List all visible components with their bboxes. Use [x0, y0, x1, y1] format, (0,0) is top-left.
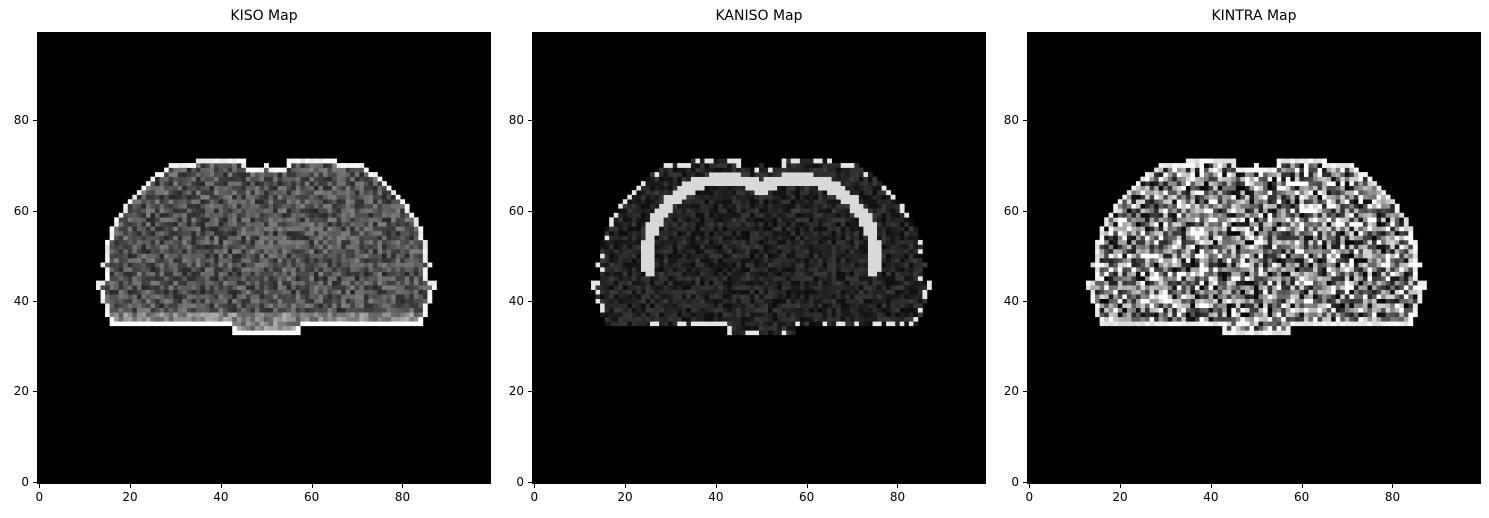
- y-tick-mark: [528, 482, 532, 483]
- y-tick-mark: [33, 211, 37, 212]
- y-tick-mark: [528, 120, 532, 121]
- x-tick-mark: [807, 484, 808, 488]
- y-tick-mark: [528, 391, 532, 392]
- x-tick-mark: [1029, 484, 1030, 488]
- x-tick-label: 40: [701, 491, 731, 503]
- y-tick-mark: [33, 120, 37, 121]
- panel-title: KINTRA Map: [1027, 8, 1481, 24]
- x-tick-label: 40: [206, 491, 236, 503]
- y-tick-label: 20: [500, 385, 524, 397]
- x-tick-label: 20: [1105, 491, 1135, 503]
- brain-slice-pixels: [1027, 32, 1481, 484]
- y-tick-mark: [528, 301, 532, 302]
- x-tick-mark: [402, 484, 403, 488]
- x-tick-label: 80: [882, 491, 912, 503]
- y-tick-mark: [33, 391, 37, 392]
- panel-title: KISO Map: [37, 8, 491, 24]
- x-tick-mark: [312, 484, 313, 488]
- y-tick-label: 20: [995, 385, 1019, 397]
- y-tick-label: 80: [500, 114, 524, 126]
- y-tick-mark: [33, 301, 37, 302]
- kintra-panel: KINTRA Map 0 20 40 60 80 0 20 40 60 80: [990, 0, 1460, 518]
- y-tick-label: 0: [500, 476, 524, 488]
- x-tick-label: 80: [1377, 491, 1407, 503]
- x-tick-mark: [1120, 484, 1121, 488]
- kiso-panel: KISO Map 0 20 40 60 80 0 20 40 60 80: [0, 0, 470, 518]
- x-tick-mark: [625, 484, 626, 488]
- y-tick-mark: [528, 211, 532, 212]
- x-tick-mark: [130, 484, 131, 488]
- x-tick-mark: [1211, 484, 1212, 488]
- x-tick-mark: [1392, 484, 1393, 488]
- y-tick-mark: [1023, 120, 1027, 121]
- y-tick-label: 40: [995, 295, 1019, 307]
- y-tick-label: 60: [5, 205, 29, 217]
- brain-slice-pixels: [532, 32, 986, 484]
- x-tick-mark: [39, 484, 40, 488]
- x-tick-mark: [1302, 484, 1303, 488]
- y-tick-mark: [1023, 391, 1027, 392]
- panel-title: KANISO Map: [532, 8, 986, 24]
- x-tick-mark: [716, 484, 717, 488]
- kaniso-panel: KANISO Map 0 20 40 60 80 0 20 40 60 80: [495, 0, 965, 518]
- x-tick-label: 60: [1287, 491, 1317, 503]
- y-tick-label: 80: [5, 114, 29, 126]
- y-tick-mark: [1023, 211, 1027, 212]
- y-tick-label: 0: [5, 476, 29, 488]
- y-tick-label: 40: [5, 295, 29, 307]
- x-tick-label: 60: [297, 491, 327, 503]
- x-tick-label: 60: [792, 491, 822, 503]
- y-tick-mark: [1023, 482, 1027, 483]
- x-tick-mark: [897, 484, 898, 488]
- y-tick-label: 80: [995, 114, 1019, 126]
- y-tick-label: 60: [500, 205, 524, 217]
- x-tick-label: 20: [610, 491, 640, 503]
- y-tick-label: 20: [5, 385, 29, 397]
- y-tick-label: 60: [995, 205, 1019, 217]
- x-tick-label: 80: [387, 491, 417, 503]
- kintra-image: [1027, 32, 1481, 484]
- y-tick-mark: [33, 482, 37, 483]
- x-tick-label: 0: [1014, 491, 1044, 503]
- x-tick-mark: [534, 484, 535, 488]
- brain-slice-pixels: [37, 32, 491, 484]
- kaniso-image: [532, 32, 986, 484]
- x-tick-mark: [221, 484, 222, 488]
- x-tick-label: 0: [24, 491, 54, 503]
- y-tick-label: 0: [995, 476, 1019, 488]
- x-tick-label: 0: [519, 491, 549, 503]
- y-tick-label: 40: [500, 295, 524, 307]
- kiso-image: [37, 32, 491, 484]
- x-tick-label: 40: [1196, 491, 1226, 503]
- y-tick-mark: [1023, 301, 1027, 302]
- x-tick-label: 20: [115, 491, 145, 503]
